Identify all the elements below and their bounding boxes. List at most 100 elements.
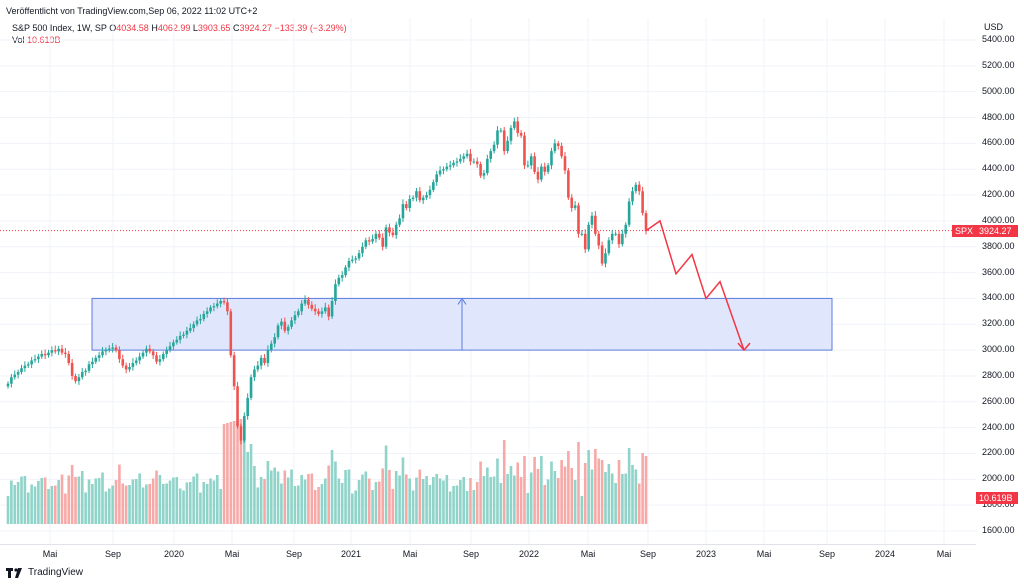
time-tick: Sep [104, 549, 122, 559]
volume-bar [297, 485, 300, 524]
candle-body [324, 307, 327, 312]
volume-bar [263, 479, 266, 524]
candle-body [442, 169, 445, 171]
candle-body [408, 198, 412, 208]
volume-bar [320, 484, 324, 524]
candle-body [242, 416, 246, 441]
candle-body [13, 374, 17, 378]
volume-bar [256, 487, 260, 524]
candle-body [388, 227, 391, 233]
volume-bar [222, 424, 226, 524]
close-label: C [232, 23, 240, 33]
candle-body [40, 353, 44, 357]
candle-body [141, 352, 145, 357]
candle-body [138, 356, 141, 361]
volume-bar [60, 474, 64, 524]
candle-body [199, 319, 202, 321]
candle-body [509, 127, 513, 141]
volume-bar [553, 471, 557, 524]
price-tick: 1800.00 [982, 499, 1015, 510]
candle-body [182, 334, 185, 336]
price-tick: 3800.00 [982, 240, 1015, 251]
volume-bar [354, 490, 357, 524]
high-label: H [151, 23, 158, 33]
volume-bar [253, 466, 256, 524]
candle-body [448, 165, 452, 167]
volume-bar [388, 470, 391, 524]
time-tick: Sep [285, 549, 303, 559]
volume-bar [570, 468, 574, 524]
candle-body [354, 258, 357, 260]
candle-body [361, 246, 364, 254]
candle-body [121, 359, 125, 366]
volume-bar [334, 461, 337, 524]
volume-bar [209, 478, 212, 524]
volume-bar [563, 466, 567, 524]
candle-body [364, 240, 368, 247]
candle-body [334, 284, 337, 302]
candle-body [104, 350, 108, 352]
candle-body [587, 224, 590, 250]
price-tick: 4600.00 [982, 137, 1015, 148]
volume-bar [425, 476, 428, 524]
volume-bar [540, 456, 543, 524]
volume-bar [583, 463, 587, 524]
candle-body [425, 195, 428, 198]
volume-bar [448, 491, 452, 524]
volume-bar [472, 490, 476, 524]
volume-bar [536, 469, 540, 524]
candle-body [499, 130, 503, 132]
volume-bar [627, 448, 631, 524]
volume-bar [118, 464, 121, 524]
volume-bar [80, 471, 84, 524]
volume-bar [246, 452, 249, 524]
volume-bar [50, 486, 54, 524]
volume-bar [128, 485, 131, 524]
price-axis[interactable]: 5400.00 5200.00 5000.00 4800.00 4600.00 4400.… [976, 18, 1024, 544]
price-chart[interactable] [0, 18, 976, 544]
volume-bar [513, 475, 516, 524]
candle-body [148, 348, 152, 352]
tradingview-logo-icon [6, 567, 22, 578]
volume-bar [421, 479, 425, 524]
volume-bar [259, 477, 263, 524]
candle-body [20, 368, 23, 373]
candle-body [307, 299, 310, 305]
currency-label: USD [984, 22, 1004, 32]
symbol-badge: SPX [952, 224, 976, 237]
volume-bar [57, 480, 60, 524]
volume-bar [16, 482, 20, 524]
candle-body [567, 170, 570, 198]
candle-body [550, 151, 553, 166]
volume-bar [580, 496, 584, 524]
candle-body [253, 369, 256, 378]
tradingview-logo: TradingView [6, 567, 83, 578]
candle-body [30, 360, 33, 365]
price-tick: 4200.00 [982, 189, 1015, 200]
volume-bar [13, 485, 17, 524]
candle-body [604, 253, 607, 264]
volume-bar [415, 477, 418, 524]
price-tick: 1600.00 [982, 525, 1015, 535]
volume-bar [364, 471, 368, 524]
candle-body [219, 301, 222, 304]
candle-body [317, 311, 320, 314]
candle-body [209, 307, 212, 312]
candle-body [107, 348, 111, 351]
volume-bar [637, 483, 641, 524]
candle-body [600, 245, 604, 264]
candle-body [259, 357, 263, 366]
candle-body [300, 303, 303, 312]
candle-body [195, 320, 199, 325]
time-tick: Mai [580, 549, 596, 559]
time-axis[interactable]: Mai Sep 2020 Mai Sep 2021 Mai Sep 2022 Mai Sep 2023… [0, 544, 976, 561]
price-tick: 3000.00 [982, 344, 1015, 355]
candle-body [43, 353, 47, 356]
volume-bar [178, 488, 182, 524]
candle-body [421, 197, 425, 201]
time-tick: Mai [936, 549, 952, 559]
candle-body [178, 335, 182, 340]
symbol-name[interactable]: S&P 500 Index, 1W, SP [12, 23, 107, 33]
volume-bar [134, 479, 138, 524]
volume-bar [324, 478, 327, 524]
